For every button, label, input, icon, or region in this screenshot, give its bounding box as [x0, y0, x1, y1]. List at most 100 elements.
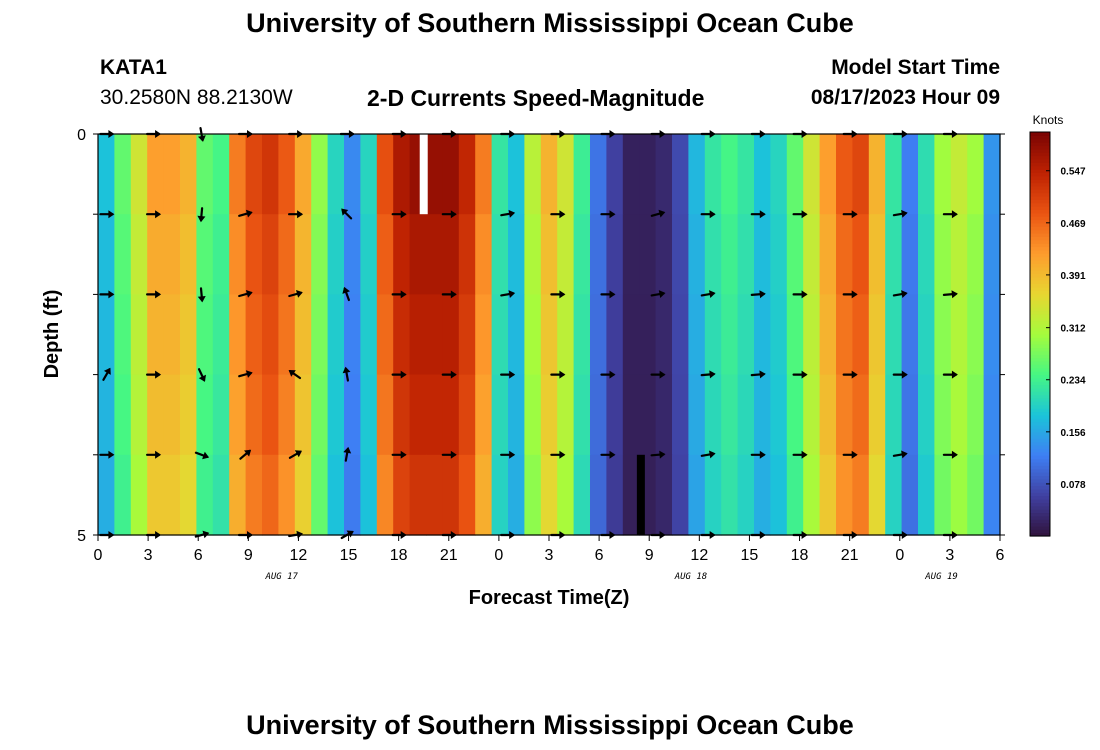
x-tick-label: 0 — [94, 547, 103, 564]
heatmap-cell — [212, 134, 230, 215]
heatmap-cell — [786, 374, 804, 456]
heatmap-cell — [212, 374, 230, 456]
heatmap-cell — [557, 214, 575, 295]
current-arrow — [288, 210, 304, 219]
current-arrow — [700, 210, 716, 219]
current-arrow — [650, 450, 666, 459]
heatmap-cell — [130, 214, 148, 295]
heatmap-cell — [606, 374, 624, 456]
heatmap-cell — [180, 214, 197, 295]
heatmap-cell — [803, 134, 821, 215]
heatmap-cell — [508, 374, 525, 456]
colorbar-segment — [1030, 465, 1050, 470]
heatmap-cell — [147, 134, 165, 215]
colorbar-segment — [1030, 337, 1050, 342]
heatmap-cell — [114, 214, 132, 295]
heatmap-cell — [376, 214, 394, 295]
x-tick-label: 18 — [791, 547, 809, 564]
heatmap-cell — [442, 294, 460, 376]
heatmap-cell — [180, 294, 197, 376]
colorbar-segment — [1030, 300, 1050, 305]
heatmap-cell — [950, 294, 968, 376]
heatmap-cell — [311, 134, 329, 215]
x-tick-label: 12 — [690, 547, 708, 564]
colorbar-segment — [1030, 165, 1050, 170]
heatmap-cell — [409, 374, 427, 456]
heatmap-cell — [294, 454, 312, 536]
heatmap-cell — [704, 374, 722, 456]
heatmap-cell — [376, 134, 394, 215]
current-arrow — [500, 450, 516, 459]
heatmap-cell — [803, 214, 821, 295]
current-arrow — [842, 290, 858, 299]
colorbar-segment — [1030, 344, 1050, 349]
heatmap-cell — [212, 214, 230, 295]
heatmap-cell — [475, 134, 493, 215]
heatmap-cell — [721, 374, 739, 456]
heatmap-cell — [754, 214, 771, 295]
current-arrow — [650, 370, 666, 379]
heatmap-cell — [98, 214, 115, 295]
heatmap-cell — [458, 454, 476, 536]
heatmap-cell — [983, 214, 1001, 295]
heatmap-cell — [754, 134, 771, 215]
heatmap-cell — [885, 294, 903, 376]
heatmap-cell — [901, 134, 919, 215]
colorbar-segment — [1030, 411, 1050, 416]
heatmap-cell — [278, 214, 296, 295]
heatmap-cell — [639, 134, 657, 215]
colorbar-segment — [1030, 448, 1050, 453]
heatmap-cell — [918, 294, 935, 376]
colorbar-segment — [1030, 155, 1050, 160]
heatmap-cell — [950, 134, 968, 215]
x-tick-label: 18 — [390, 547, 408, 564]
colorbar-segment — [1030, 286, 1050, 291]
heatmap-cell — [852, 294, 870, 376]
colorbar-segment — [1030, 424, 1050, 429]
heatmap-cell — [901, 214, 919, 295]
heatmap-cell — [262, 294, 279, 376]
current-arrow — [441, 450, 457, 459]
heatmap-cell — [524, 134, 542, 215]
colorbar-segment — [1030, 401, 1050, 406]
heatmap-cell — [934, 214, 952, 295]
colorbar-segment — [1030, 455, 1050, 460]
current-arrow — [550, 210, 566, 219]
current-arrow — [238, 290, 253, 298]
colorbar-segment — [1030, 377, 1050, 382]
heatmap-cell — [311, 454, 329, 536]
colorbar-tick-label: 0.156 — [1060, 428, 1085, 439]
heatmap-cell — [770, 374, 788, 456]
current-arrow — [500, 209, 516, 218]
colorbar-segment — [1030, 320, 1050, 325]
current-arrow — [792, 290, 808, 299]
colorbar-segment — [1030, 179, 1050, 184]
heatmap-cell — [278, 134, 296, 215]
heatmap-cell — [508, 454, 525, 536]
model-start-value: 08/17/2023 Hour 09 — [810, 86, 1000, 109]
heatmap-cell — [114, 374, 132, 456]
heatmap-cell — [130, 134, 148, 215]
heatmap-cell — [557, 294, 575, 376]
colorbar-segment — [1030, 435, 1050, 439]
current-arrow — [892, 450, 908, 459]
heatmap-cell — [409, 454, 427, 536]
current-arrow — [500, 290, 516, 298]
heatmap-cell — [376, 454, 394, 536]
heatmap-cell — [147, 294, 165, 376]
heatmap-cell — [426, 214, 443, 295]
heatmap-cell — [557, 134, 575, 215]
heatmap-cell — [196, 214, 214, 295]
colorbar-segment — [1030, 323, 1050, 328]
colorbar-segment — [1030, 519, 1050, 524]
current-arrow — [892, 209, 908, 218]
heatmap-cell — [196, 454, 214, 536]
colorbar-segment — [1030, 468, 1050, 473]
heatmap-cell — [540, 294, 558, 376]
heatmap-cell — [688, 134, 706, 215]
current-arrow — [288, 450, 302, 459]
colorbar-segment — [1030, 249, 1050, 254]
heatmap-cell — [262, 454, 279, 536]
colorbar-segment — [1030, 246, 1050, 251]
colorbar-segment — [1030, 522, 1050, 527]
